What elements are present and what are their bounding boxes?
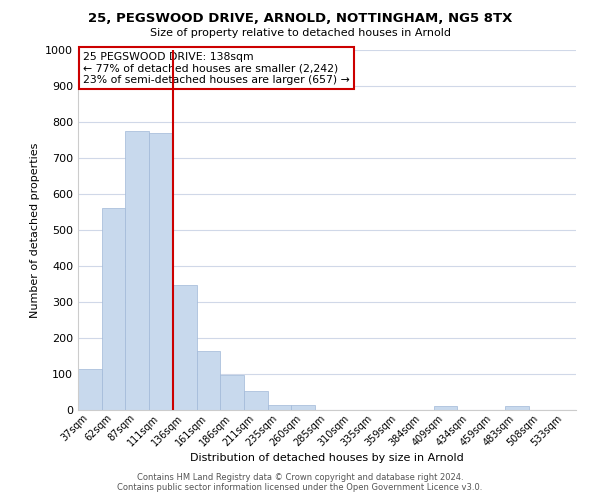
Bar xyxy=(220,375,244,410)
Bar xyxy=(197,352,220,410)
Bar xyxy=(292,406,315,410)
Text: Size of property relative to detached houses in Arnold: Size of property relative to detached ho… xyxy=(149,28,451,38)
Bar xyxy=(102,208,125,410)
Text: 25, PEGSWOOD DRIVE, ARNOLD, NOTTINGHAM, NG5 8TX: 25, PEGSWOOD DRIVE, ARNOLD, NOTTINGHAM, … xyxy=(88,12,512,26)
Y-axis label: Number of detached properties: Number of detached properties xyxy=(29,142,40,318)
Bar xyxy=(244,390,268,410)
Bar xyxy=(173,284,197,410)
Bar xyxy=(149,133,173,410)
Bar xyxy=(505,406,529,410)
Text: Contains HM Land Registry data © Crown copyright and database right 2024.
Contai: Contains HM Land Registry data © Crown c… xyxy=(118,473,482,492)
Bar xyxy=(78,368,102,410)
Bar xyxy=(434,406,457,410)
Text: 25 PEGSWOOD DRIVE: 138sqm
← 77% of detached houses are smaller (2,242)
23% of se: 25 PEGSWOOD DRIVE: 138sqm ← 77% of detac… xyxy=(83,52,350,85)
Bar xyxy=(125,131,149,410)
Bar xyxy=(268,406,292,410)
X-axis label: Distribution of detached houses by size in Arnold: Distribution of detached houses by size … xyxy=(190,453,464,463)
